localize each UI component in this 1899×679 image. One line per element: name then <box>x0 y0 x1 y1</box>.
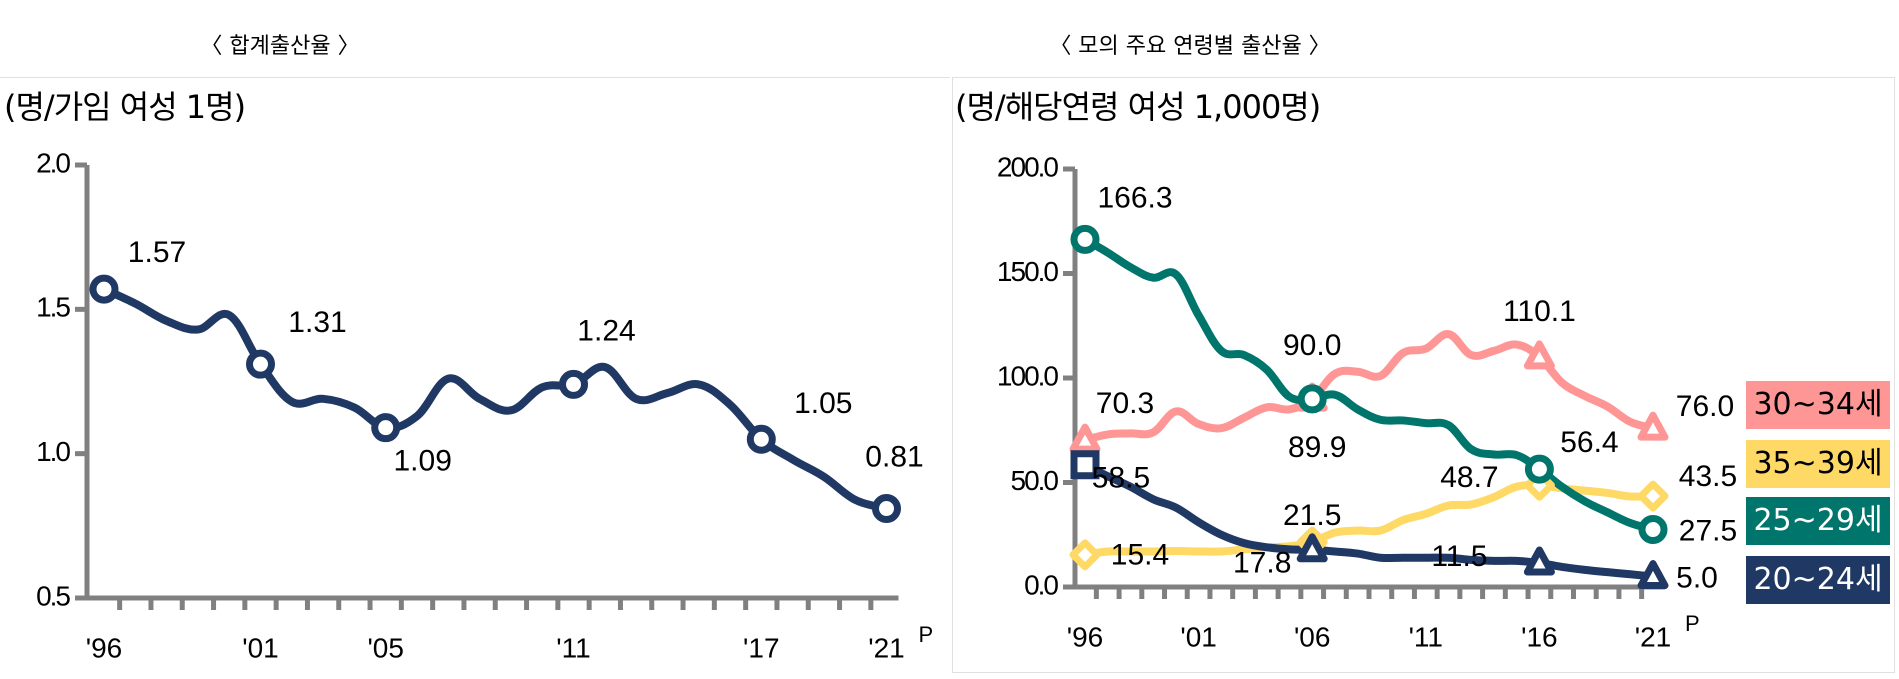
left-marker-0 <box>246 349 275 379</box>
right-data-label: 166.3 <box>1097 181 1172 214</box>
left-marker-0 <box>371 413 401 443</box>
divider <box>0 77 950 78</box>
right-data-label: 15.4 <box>1111 539 1169 572</box>
left-series-line-0 <box>100 285 891 513</box>
left-data-label: 1.57 <box>128 236 186 269</box>
left-data-label: 1.09 <box>394 445 452 478</box>
right-x-tick-label: '11 <box>1409 621 1443 652</box>
right-data-label: 48.7 <box>1440 461 1498 494</box>
left-y-tick-label: 0.5 <box>36 580 70 611</box>
right-series-line-2 <box>1081 235 1657 534</box>
right-y-tick-label: 50.0 <box>1011 465 1059 496</box>
right-data-label: 21.5 <box>1283 499 1341 532</box>
right-x-tick-label: '21 <box>1635 621 1672 652</box>
right-data-label: 56.4 <box>1560 426 1618 459</box>
right-x-tick-label: '96 <box>1067 621 1104 652</box>
right-chart-panel <box>952 77 1895 673</box>
left-marker-0 <box>559 369 588 399</box>
right-y-tick-label: 100.0 <box>997 360 1058 391</box>
right-series-line-3 <box>1081 460 1657 581</box>
legend-20-24: 20~24세 <box>1746 556 1890 604</box>
right-data-label: 58.5 <box>1092 462 1150 495</box>
left-data-label: 1.05 <box>794 387 852 420</box>
right-y-tick-label: 0.0 <box>1024 569 1058 600</box>
right-marker-3 <box>1070 450 1100 480</box>
right-marker-1 <box>1637 480 1669 512</box>
left-marker-0 <box>746 424 776 454</box>
right-data-label: 76.0 <box>1676 390 1734 423</box>
right-y-tick-label: 200.0 <box>997 151 1058 182</box>
left-x-tick-label: '11 <box>556 632 590 663</box>
legend-25-29: 25~29세 <box>1746 497 1890 545</box>
left-data-label: 1.31 <box>288 306 346 339</box>
right-marker-2 <box>1297 384 1327 414</box>
left-x-tick-label: '17 <box>743 632 780 663</box>
right-x-tick-suffix: P <box>1685 611 1700 636</box>
right-data-label: 110.1 <box>1503 295 1576 328</box>
right-x-tick-label: '16 <box>1521 621 1558 652</box>
right-x-tick-label: '06 <box>1294 621 1331 652</box>
right-marker-1 <box>1069 539 1101 571</box>
left-y-axis-unit: (명/가임 여성 1명) <box>4 88 246 126</box>
left-chart-title: 〈 합계출산율 〉 <box>200 34 360 59</box>
right-x-tick-label: '01 <box>1180 621 1217 652</box>
right-data-label: 27.5 <box>1679 514 1737 547</box>
left-x-tick-label: '21 <box>868 632 905 663</box>
left-x-tick-label: '01 <box>242 632 279 663</box>
left-marker-0 <box>872 494 901 524</box>
right-marker-2 <box>1524 454 1554 484</box>
right-marker-3 <box>1296 533 1328 563</box>
right-data-label: 89.9 <box>1288 431 1346 464</box>
right-chart-title: 〈 모의 주요 연령별 출산율 〉 <box>1049 34 1331 59</box>
right-y-tick-label: 150.0 <box>997 256 1058 287</box>
right-marker-2 <box>1070 224 1100 254</box>
right-marker-3 <box>1637 560 1669 590</box>
right-data-label: 70.3 <box>1096 387 1154 420</box>
left-y-tick-label: 1.0 <box>36 436 70 467</box>
left-x-tick-label: '96 <box>86 632 123 663</box>
right-marker-0 <box>1637 411 1669 441</box>
left-data-label: 1.24 <box>577 314 635 347</box>
right-data-label: 17.8 <box>1233 547 1291 580</box>
left-marker-0 <box>89 274 119 304</box>
left-y-tick-label: 2.0 <box>36 147 70 178</box>
right-data-label: 11.5 <box>1431 540 1487 573</box>
right-y-axis-unit: (명/해당연령 여성 1,000명) <box>955 88 1321 126</box>
legend-35-39: 35~39세 <box>1746 440 1890 488</box>
right-marker-0 <box>1523 340 1555 370</box>
right-marker-2 <box>1638 515 1668 545</box>
right-series-line-0 <box>1081 330 1657 445</box>
left-y-tick-label: 1.5 <box>36 292 70 323</box>
right-data-label: 90.0 <box>1283 329 1341 362</box>
legend-30-34: 30~34세 <box>1746 381 1890 429</box>
left-x-tick-suffix: P <box>919 622 934 647</box>
left-data-label: 0.81 <box>865 440 923 473</box>
right-marker-0 <box>1069 423 1101 453</box>
left-x-tick-label: '05 <box>367 632 404 663</box>
right-data-label: 43.5 <box>1679 460 1737 493</box>
right-marker-3 <box>1523 546 1555 576</box>
right-data-label: 5.0 <box>1676 561 1718 594</box>
